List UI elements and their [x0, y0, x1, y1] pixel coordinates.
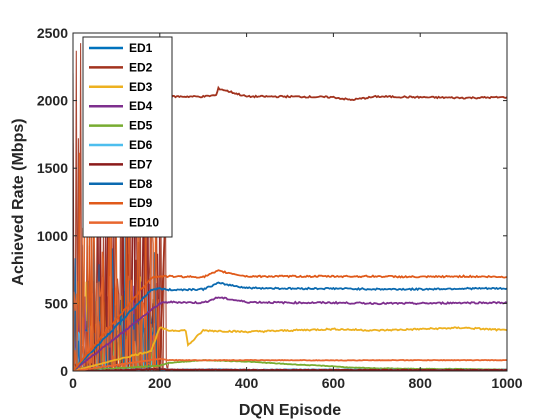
legend-label-ed3: ED3: [129, 80, 153, 94]
y-tick-label: 1000: [37, 228, 68, 244]
axis-ticks: 0 200 400 600 800 1000 0 500 1000 1500 2000 2500: [37, 25, 523, 391]
legend-label-ed10: ED10: [129, 216, 159, 230]
series-line-ed10: [73, 357, 507, 371]
legend-label-ed2: ED2: [129, 60, 153, 74]
y-tick-label: 0: [60, 363, 68, 379]
legend: ED1 ED2 ED3 ED4 ED5 ED6 ED7 ED8 ED9 ED10: [82, 36, 173, 238]
series-line-ed4: [73, 296, 507, 371]
legend-label-ed1: ED1: [129, 41, 153, 55]
x-tick-label: 800: [409, 375, 433, 391]
x-tick-label: 1000: [491, 375, 522, 391]
x-tick-label: 0: [69, 375, 77, 391]
y-tick-label: 2000: [37, 93, 68, 109]
legend-label-ed8: ED8: [129, 177, 153, 191]
y-axis-label: Achieved Rate (Mbps): [10, 118, 27, 285]
series-line-ed5: [73, 359, 507, 371]
x-tick-label: 400: [235, 375, 259, 391]
legend-label-ed5: ED5: [129, 119, 153, 133]
series-lines: [73, 85, 507, 371]
x-tick-label: 200: [148, 375, 172, 391]
plot-frame: [72, 32, 508, 372]
y-tick-label: 500: [45, 295, 69, 311]
legend-label-ed9: ED9: [129, 196, 153, 210]
x-axis-label: DQN Episode: [239, 402, 341, 419]
legend-label-ed6: ED6: [129, 138, 153, 152]
legend-label-ed7: ED7: [129, 157, 153, 171]
series-line-ed7: [73, 367, 507, 371]
legend-label-ed4: ED4: [129, 99, 153, 113]
series-line-ed3: [73, 326, 507, 371]
y-tick-label: 1500: [37, 160, 68, 176]
x-tick-label: 600: [322, 375, 346, 391]
series-line-ed8: [73, 281, 507, 371]
y-tick-label: 2500: [37, 25, 68, 41]
series-line-ed9: [73, 269, 507, 371]
